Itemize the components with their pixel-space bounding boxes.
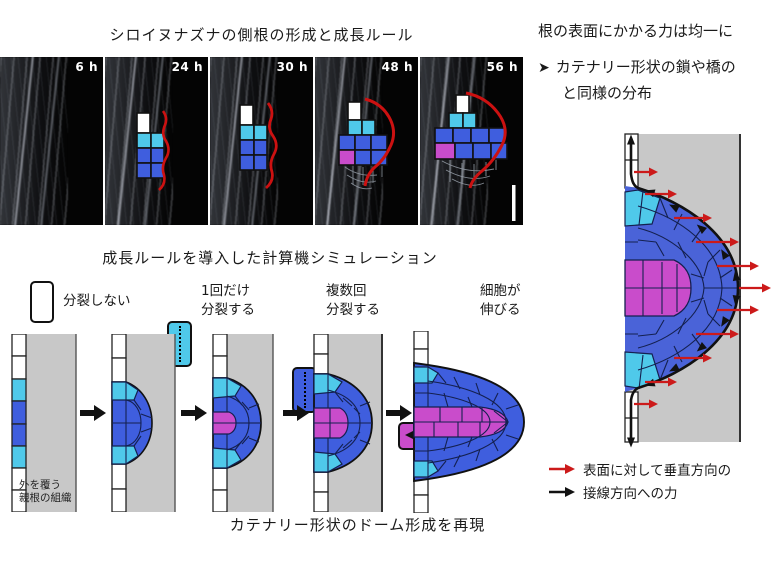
microscopy-panel-3: 30 h (210, 57, 313, 225)
sim-stage-1 (11, 334, 77, 512)
step-arrow-icon (283, 405, 309, 421)
new-cells-mesh (441, 158, 497, 186)
sim-stage-5 (413, 331, 525, 513)
timepoint-label: 30 h (276, 60, 308, 74)
timepoint-label: 6 h (75, 60, 98, 74)
cell-fate-overlay (136, 110, 170, 191)
timepoint-label: 48 h (381, 60, 413, 74)
microscopy-panel-5: 56 h (420, 57, 523, 225)
no-division-label: 分裂しない (63, 293, 131, 309)
cell-fate-overlay (239, 102, 278, 190)
red-arrow-icon (549, 464, 575, 474)
simulation-title: 成長ルールを導入した計算機シミュレーション (102, 249, 438, 267)
no-division-swatch (30, 281, 54, 323)
step-arrow-icon (181, 405, 207, 421)
elongate-label: 細胞が 伸びる (480, 283, 521, 318)
simulation-caption: カテナリー形状のドーム形成を再現 (229, 516, 486, 534)
scale-bar (512, 185, 516, 221)
force-bullet: ➤ カテナリー形状の鎖や橋の (538, 58, 736, 76)
normal-force-arrows (634, 167, 771, 409)
black-arrow-icon (549, 487, 575, 497)
microscopy-panel-4: 48 h (315, 57, 418, 225)
primordium-outline (465, 91, 507, 189)
divide-multi-label: 複数回 分裂する (326, 283, 380, 318)
microscopy-panel-row: 6 h 24 h 30 h (0, 57, 523, 225)
cell-fate-overlay (434, 91, 516, 221)
timelapse-title: シロイヌナズナの側根の形成と成長ルール (109, 26, 414, 44)
primordium-outline (363, 97, 396, 187)
root-tissue-image (0, 57, 68, 225)
catenary-outline (629, 142, 740, 438)
sim-stage-4 (313, 334, 383, 512)
force-legend-tangent: 接線方向への力 (548, 482, 678, 502)
step-arrow-icon (80, 405, 106, 421)
cell-boundaries (625, 190, 738, 390)
timepoint-label: 24 h (171, 60, 203, 74)
step-arrow-icon (386, 405, 412, 421)
divide-once-cells (624, 189, 661, 227)
microscopy-panel-2: 24 h (105, 57, 208, 225)
force-legend-normal: 表面に対して垂直方向の (548, 459, 731, 479)
force-bullet-line2: と同様の分布 (562, 84, 653, 102)
sim-stage-2 (111, 334, 176, 512)
force-heading: 根の表面にかかる力は均一に (538, 22, 734, 40)
new-cells-mesh (344, 164, 383, 190)
timepoint-label: 56 h (486, 60, 518, 74)
primordium-outline (158, 110, 170, 191)
primordium-outline (265, 102, 278, 190)
cell-fate-overlay (338, 97, 396, 190)
microscopy-panel-1: 6 h (0, 57, 103, 225)
sim-stage-3 (212, 334, 274, 512)
bullet-arrow-icon: ➤ (538, 60, 550, 76)
parent-tissue-label: 外を覆う 親根の組織 (19, 479, 72, 504)
force-distribution-diagram (624, 133, 771, 448)
divide-once-label: 1回だけ 分裂する (201, 283, 255, 318)
